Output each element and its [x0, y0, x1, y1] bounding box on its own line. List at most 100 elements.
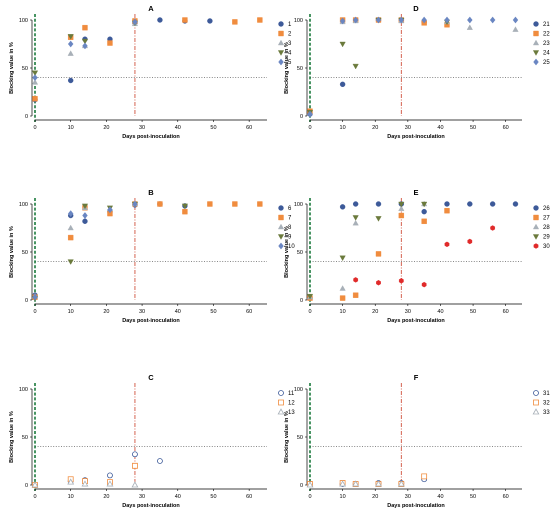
series-26: [307, 201, 519, 301]
data-point: [257, 201, 263, 207]
series-24: [306, 17, 451, 116]
y-axis-label: Blocking value in %: [9, 411, 15, 463]
x-tick-label: 60: [246, 125, 252, 131]
legend-label: 7: [288, 216, 292, 222]
data-point: [375, 216, 382, 222]
data-point: [257, 17, 263, 23]
series-33: [306, 480, 405, 488]
x-tick-label: 30: [139, 125, 145, 131]
data-point: [339, 17, 346, 25]
legend: 26 27 28 29 30: [532, 205, 550, 250]
data-point: [489, 201, 496, 207]
series-7: [32, 201, 263, 300]
data-point: [181, 203, 189, 210]
data-point: [489, 16, 496, 24]
legend-marker: [532, 39, 540, 46]
legend-marker: [278, 30, 284, 37]
x-tick-label: 50: [210, 494, 216, 500]
legend-label: 31: [543, 391, 550, 397]
data-point: [31, 481, 39, 488]
legend-label: 8: [288, 225, 292, 231]
data-point: [352, 480, 360, 487]
legend-marker: [533, 214, 539, 221]
x-axis-label: Days post-inoculation: [122, 318, 180, 324]
data-point: [398, 201, 405, 208]
data-point: [67, 77, 74, 84]
x-tick-label: 10: [68, 309, 74, 315]
x-axis-label: Days post-inoculation: [122, 503, 180, 509]
x-tick-label: 0: [308, 309, 311, 315]
legend: 21 22 23 24 25: [532, 21, 550, 66]
series-22: [307, 17, 450, 114]
data-point: [32, 293, 38, 301]
data-point: [444, 16, 450, 24]
legend: 11 12 13: [277, 390, 295, 416]
y-tick-label: 50: [22, 250, 28, 256]
legend-label: 9: [288, 235, 292, 241]
y-tick-label: 0: [25, 298, 28, 304]
data-point: [352, 201, 359, 207]
legend-marker: [533, 21, 539, 27]
legend: 6 7 8 9 10: [277, 205, 295, 250]
data-point: [107, 472, 113, 479]
legend-label: 6: [288, 206, 292, 212]
x-tick-label: 20: [372, 494, 378, 500]
data-point: [376, 279, 381, 286]
data-point: [467, 238, 473, 245]
legend-marker: [532, 50, 540, 56]
panel-c: C 0 50 100 0 10 20 30 40 50 60 Days post-inoculatio…: [9, 373, 295, 509]
data-point: [67, 50, 74, 56]
legend-label: 28: [543, 225, 550, 231]
legend-marker: [532, 408, 540, 415]
data-point: [398, 16, 405, 24]
x-tick-label: 10: [340, 125, 346, 131]
data-point: [67, 234, 74, 241]
data-point: [339, 255, 346, 262]
series-23: [306, 17, 519, 116]
x-tick-label: 30: [139, 309, 145, 315]
data-point: [444, 241, 450, 248]
series-32: [307, 473, 428, 487]
y-axis-label: Blocking value in %: [284, 42, 290, 94]
data-point: [32, 96, 38, 102]
data-point: [421, 281, 427, 288]
data-point: [157, 201, 163, 207]
x-tick-label: 40: [175, 494, 181, 500]
y-tick-label: 0: [300, 298, 303, 304]
data-point: [444, 208, 450, 214]
data-point: [466, 24, 473, 30]
series-25: [307, 16, 519, 118]
legend-marker: [532, 223, 540, 230]
panel-title: E: [413, 188, 418, 197]
x-tick-label: 30: [405, 125, 411, 131]
legend: 31 32 33: [532, 390, 550, 416]
x-tick-label: 0: [33, 309, 36, 315]
data-point: [512, 201, 519, 207]
y-axis-label: Blocking value in %: [284, 411, 290, 463]
x-tick-label: 10: [340, 309, 346, 315]
data-point: [375, 201, 382, 207]
legend-label: 33: [543, 410, 550, 416]
legend-marker: [277, 223, 285, 230]
legend-marker: [278, 214, 284, 221]
data-point: [182, 208, 188, 215]
legend-label: 30: [543, 244, 550, 250]
x-tick-label: 50: [470, 309, 476, 315]
data-point: [398, 212, 405, 219]
data-point: [81, 38, 89, 45]
x-tick-label: 30: [405, 494, 411, 500]
data-point: [182, 17, 188, 23]
series-5: [32, 18, 138, 82]
y-tick-label: 0: [25, 114, 28, 120]
series-11: [32, 451, 163, 488]
data-point: [132, 451, 138, 458]
data-point: [339, 480, 347, 487]
y-tick-label: 0: [300, 483, 303, 489]
x-tick-label: 10: [340, 494, 346, 500]
data-point: [397, 480, 405, 487]
x-axis-label: Days post-inoculation: [387, 318, 445, 324]
legend-marker: [278, 205, 284, 211]
data-point: [82, 212, 88, 219]
data-point: [467, 16, 473, 24]
